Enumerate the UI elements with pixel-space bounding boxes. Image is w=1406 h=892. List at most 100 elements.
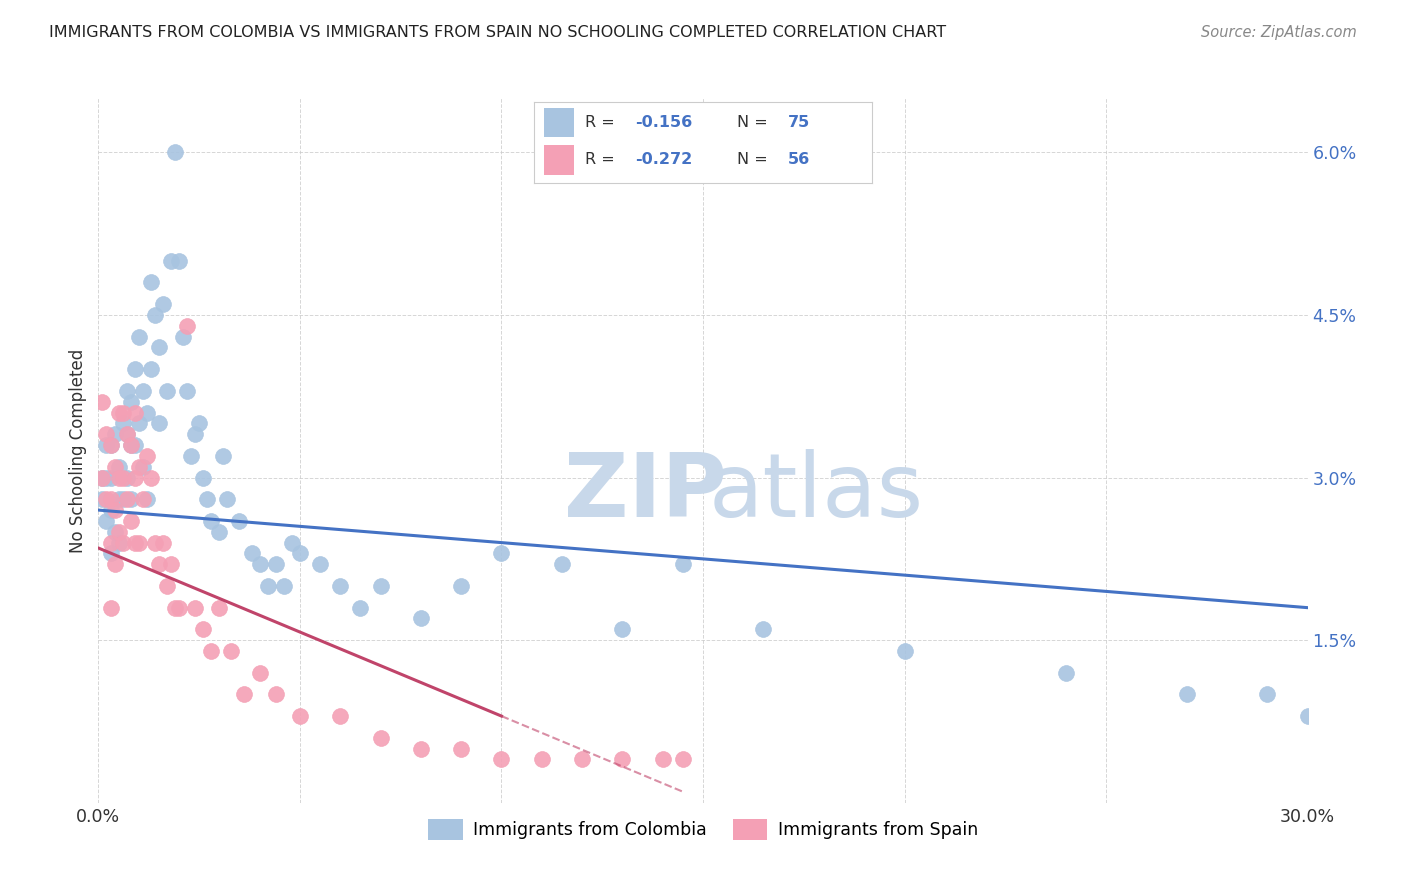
Text: IMMIGRANTS FROM COLOMBIA VS IMMIGRANTS FROM SPAIN NO SCHOOLING COMPLETED CORRELA: IMMIGRANTS FROM COLOMBIA VS IMMIGRANTS F… bbox=[49, 25, 946, 40]
Point bbox=[115, 427, 138, 442]
Point bbox=[124, 470, 146, 484]
Point bbox=[100, 492, 122, 507]
Point bbox=[107, 492, 129, 507]
Point bbox=[491, 752, 513, 766]
Point bbox=[111, 417, 134, 431]
Point bbox=[115, 470, 138, 484]
Point bbox=[200, 514, 222, 528]
Point bbox=[100, 535, 122, 549]
Point bbox=[491, 546, 513, 560]
Point bbox=[111, 405, 134, 419]
Point bbox=[135, 449, 157, 463]
Point bbox=[91, 394, 114, 409]
Text: ZIP: ZIP bbox=[564, 450, 727, 536]
Point bbox=[128, 417, 150, 431]
Point bbox=[370, 579, 392, 593]
Point bbox=[208, 524, 231, 539]
Point bbox=[120, 438, 142, 452]
Point bbox=[217, 492, 239, 507]
Point bbox=[672, 558, 695, 572]
Point bbox=[530, 752, 553, 766]
Text: atlas: atlas bbox=[709, 450, 924, 536]
Point bbox=[450, 579, 472, 593]
Point bbox=[107, 459, 129, 474]
Point bbox=[132, 492, 155, 507]
Point bbox=[143, 535, 166, 549]
Point bbox=[193, 470, 215, 484]
Point bbox=[152, 297, 174, 311]
Point bbox=[208, 600, 231, 615]
Point bbox=[96, 438, 118, 452]
Point bbox=[893, 644, 915, 658]
Point bbox=[156, 579, 179, 593]
Point bbox=[349, 600, 371, 615]
Point bbox=[309, 558, 332, 572]
Point bbox=[135, 405, 157, 419]
Point bbox=[152, 535, 174, 549]
Point bbox=[120, 492, 142, 507]
Point bbox=[139, 276, 162, 290]
Point bbox=[132, 384, 155, 398]
Point bbox=[612, 623, 634, 637]
Point bbox=[264, 558, 287, 572]
Point bbox=[167, 600, 190, 615]
Point bbox=[143, 308, 166, 322]
Point bbox=[163, 600, 186, 615]
Point bbox=[249, 665, 271, 680]
Point bbox=[111, 535, 134, 549]
Point bbox=[124, 362, 146, 376]
Point bbox=[752, 623, 775, 637]
Point bbox=[672, 752, 695, 766]
Point bbox=[139, 362, 162, 376]
Point bbox=[100, 546, 122, 560]
Y-axis label: No Schooling Completed: No Schooling Completed bbox=[69, 349, 87, 552]
Point bbox=[651, 752, 673, 766]
Point bbox=[96, 514, 118, 528]
Point bbox=[128, 329, 150, 343]
Point bbox=[450, 741, 472, 756]
Point bbox=[103, 427, 125, 442]
Point bbox=[256, 579, 278, 593]
Point bbox=[124, 405, 146, 419]
Point bbox=[148, 558, 170, 572]
Point bbox=[96, 470, 118, 484]
Point bbox=[281, 535, 304, 549]
Point bbox=[370, 731, 392, 745]
Legend: Immigrants from Colombia, Immigrants from Spain: Immigrants from Colombia, Immigrants fro… bbox=[420, 812, 986, 847]
Point bbox=[172, 329, 194, 343]
Point bbox=[132, 459, 155, 474]
Point bbox=[232, 687, 254, 701]
Point bbox=[240, 546, 263, 560]
Point bbox=[107, 405, 129, 419]
Point bbox=[180, 449, 202, 463]
Point bbox=[264, 687, 287, 701]
Point bbox=[160, 253, 183, 268]
Point bbox=[612, 752, 634, 766]
Point bbox=[571, 752, 593, 766]
Point bbox=[409, 741, 432, 756]
Point bbox=[115, 384, 138, 398]
Point bbox=[148, 417, 170, 431]
Point bbox=[103, 503, 125, 517]
Point bbox=[111, 492, 134, 507]
Point bbox=[107, 524, 129, 539]
Point bbox=[100, 470, 122, 484]
Point bbox=[176, 384, 198, 398]
Point bbox=[184, 600, 207, 615]
Point bbox=[1296, 709, 1319, 723]
Point bbox=[139, 470, 162, 484]
Point bbox=[160, 558, 183, 572]
Point bbox=[228, 514, 250, 528]
Point bbox=[124, 438, 146, 452]
Point bbox=[1054, 665, 1077, 680]
Point bbox=[1175, 687, 1198, 701]
Point bbox=[100, 503, 122, 517]
Point bbox=[329, 709, 352, 723]
Point bbox=[91, 470, 114, 484]
Point bbox=[288, 709, 311, 723]
Point bbox=[107, 470, 129, 484]
Point bbox=[100, 438, 122, 452]
Point bbox=[200, 644, 222, 658]
Point bbox=[184, 427, 207, 442]
Point bbox=[167, 253, 190, 268]
